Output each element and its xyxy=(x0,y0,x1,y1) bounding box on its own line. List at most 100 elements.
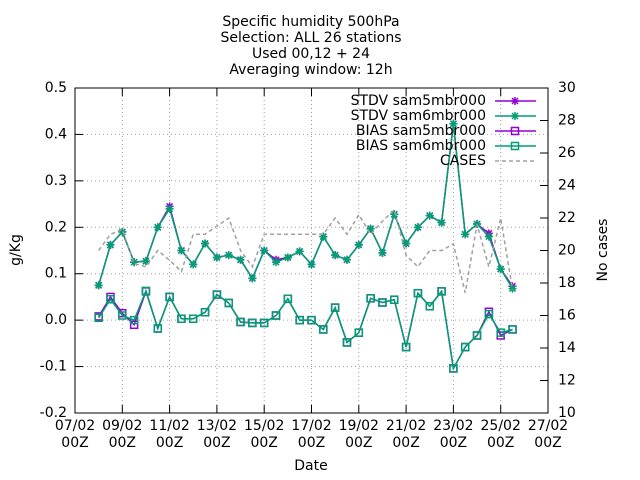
data-point xyxy=(224,251,233,260)
chart-title: Selection: ALL 26 stations xyxy=(220,30,401,46)
y-tick-label: 0.1 xyxy=(45,266,67,282)
data-point xyxy=(437,218,446,227)
data-point xyxy=(496,328,505,337)
data-point xyxy=(141,257,150,266)
data-point xyxy=(425,211,434,220)
data-point xyxy=(272,258,281,267)
x-axis-label: Date xyxy=(294,458,327,474)
y2-tick-label: 14 xyxy=(558,340,576,356)
y2-tick-label: 28 xyxy=(558,113,576,129)
x-tick-label: 11/02 00Z xyxy=(149,418,190,451)
data-point xyxy=(461,230,470,239)
y-tick-label: 0.4 xyxy=(45,126,67,142)
data-point xyxy=(189,260,198,269)
data-point xyxy=(283,294,293,304)
y-tick-label: 0.2 xyxy=(45,219,67,235)
data-point xyxy=(413,288,423,298)
data-point xyxy=(449,364,458,373)
data-point xyxy=(189,314,198,323)
data-point xyxy=(307,260,316,269)
data-point xyxy=(200,308,210,317)
data-point xyxy=(437,287,446,296)
x-tick-label: 23/02 00Z xyxy=(433,418,474,451)
x-tick-label: 19/02 00Z xyxy=(338,418,379,451)
legend-label: BIAS sam5mbr000 xyxy=(356,123,486,139)
data-point xyxy=(129,320,139,330)
data-point xyxy=(496,265,505,274)
x-tick-label: 25/02 00Z xyxy=(480,418,521,451)
y-tick-label: 0.0 xyxy=(45,312,67,328)
y-tick-label: 0.5 xyxy=(45,80,67,96)
y2-tick-label: 30 xyxy=(558,80,576,96)
x-tick-label: 07/02 00Z xyxy=(54,418,96,451)
data-point xyxy=(342,338,352,347)
y-tick-label: 0.3 xyxy=(45,173,67,189)
data-point xyxy=(118,311,127,320)
data-point xyxy=(129,315,139,325)
x-tick-label: 21/02 00Z xyxy=(385,418,427,451)
data-point xyxy=(224,298,233,308)
y2-axis-label: No cases xyxy=(595,219,611,282)
y2-tick-label: 18 xyxy=(558,275,576,291)
data-point xyxy=(236,317,245,327)
data-point xyxy=(295,247,304,256)
data-point xyxy=(402,239,411,248)
data-point xyxy=(295,315,304,325)
data-point xyxy=(319,325,328,334)
legend-marker xyxy=(511,97,519,105)
plot-frame xyxy=(74,87,549,414)
data-point xyxy=(106,295,115,304)
data-point xyxy=(307,315,316,325)
y-tick-label: -0.2 xyxy=(40,405,67,421)
legend-label: STDV sam5mbr000 xyxy=(351,93,486,109)
y2-tick-label: 22 xyxy=(558,210,576,226)
data-point xyxy=(118,227,127,236)
data-point xyxy=(354,240,363,249)
data-point xyxy=(177,314,186,323)
legend-label: CASES xyxy=(440,153,486,169)
data-point xyxy=(401,342,411,352)
data-point xyxy=(331,251,340,260)
series-line xyxy=(97,123,514,289)
y2-tick-label: 24 xyxy=(558,178,576,194)
y-tick-label: -0.1 xyxy=(40,359,67,375)
data-point xyxy=(153,324,163,333)
y2-tick-label: 10 xyxy=(558,405,576,421)
x-tick-label: 15/02 00Z xyxy=(244,418,285,451)
data-point xyxy=(153,223,162,232)
data-point xyxy=(236,255,245,264)
data-point xyxy=(508,284,517,293)
legend-marker xyxy=(510,126,520,136)
y2-tick-label: 26 xyxy=(558,145,576,161)
data-point xyxy=(271,311,281,320)
data-point xyxy=(106,240,115,249)
data-point xyxy=(141,286,151,296)
data-point xyxy=(425,301,434,311)
data-point xyxy=(449,119,458,128)
x-tick-label: 27/02 00Z xyxy=(527,418,569,451)
data-point xyxy=(165,204,174,213)
data-point xyxy=(378,298,387,307)
data-point xyxy=(248,318,257,328)
data-point xyxy=(248,274,257,283)
data-point xyxy=(366,294,375,303)
data-point xyxy=(390,210,399,219)
data-point xyxy=(259,318,269,328)
chart-title: Averaging window: 12h xyxy=(229,62,392,78)
data-point xyxy=(342,255,351,264)
data-point xyxy=(212,253,221,262)
y2-tick-label: 12 xyxy=(558,373,576,389)
legend-marker xyxy=(510,141,520,151)
series-line xyxy=(98,208,514,293)
data-point xyxy=(390,295,399,304)
data-point xyxy=(484,232,493,241)
data-point xyxy=(201,239,210,248)
data-point xyxy=(354,328,364,337)
data-point xyxy=(130,258,139,267)
legend-marker xyxy=(511,112,519,120)
data-point xyxy=(260,246,269,255)
data-point xyxy=(366,224,375,233)
data-point xyxy=(378,248,387,257)
